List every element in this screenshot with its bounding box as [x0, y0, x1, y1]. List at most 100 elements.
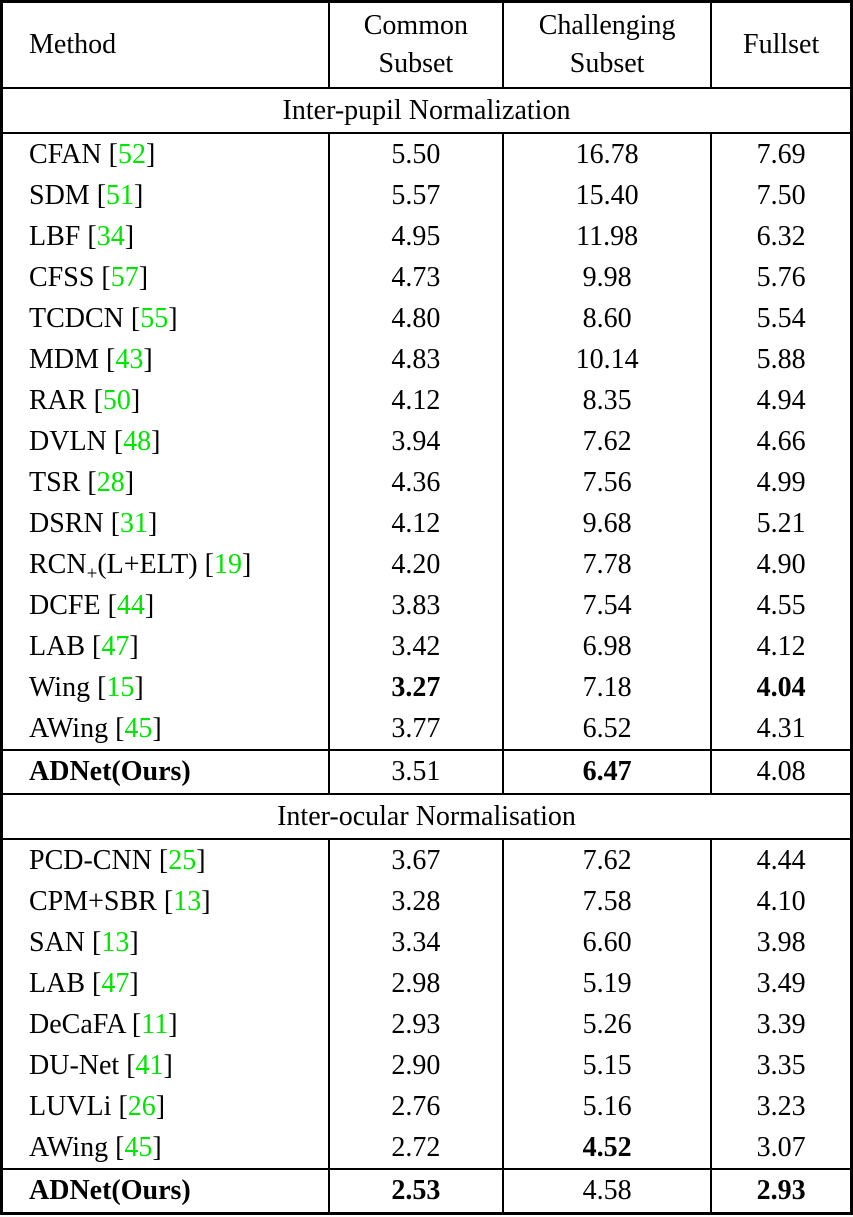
citation-number[interactable]: 28: [96, 466, 125, 498]
common-subset-value: 4.12: [327, 503, 503, 544]
fullset-value: 4.94: [710, 380, 852, 421]
citation-ref[interactable]: [19]: [197, 548, 252, 580]
citation-number[interactable]: 11: [141, 1008, 169, 1040]
method-cell: ADNet(Ours): [1, 749, 329, 795]
citation-ref[interactable]: [31]: [103, 507, 158, 539]
challenging-subset-value: 7.62: [501, 421, 712, 462]
method-cell: MDM [43]: [2, 339, 329, 380]
citation-ref[interactable]: [25]: [151, 844, 206, 876]
method-cell: TCDCN [55]: [2, 298, 329, 339]
method-cell: Wing [15]: [2, 667, 329, 708]
challenging-subset-value: 6.98: [501, 626, 712, 667]
citation-ref[interactable]: [45]: [108, 1131, 162, 1163]
table-row: SDM [51] 5.57 15.40 7.50: [2, 175, 852, 216]
table-header-row: Method Common Subset Challenging Subset …: [1, 1, 852, 89]
citation-ref[interactable]: [47]: [85, 630, 139, 662]
method-name: MDM: [29, 343, 100, 375]
challenging-subset-value: 7.58: [501, 881, 712, 922]
citation-number[interactable]: 44: [116, 589, 145, 621]
citation-ref[interactable]: [50]: [86, 384, 141, 416]
table-row: DU-Net [41] 2.90 5.15 3.35: [2, 1045, 852, 1086]
method-cell: TSR [28]: [2, 462, 329, 503]
section-label: Inter-pupil Normalization: [1, 87, 852, 134]
citation-number[interactable]: 19: [213, 548, 242, 580]
citation-number[interactable]: 55: [140, 302, 169, 334]
citation-number[interactable]: 13: [101, 926, 130, 958]
method-cell: LUVLi [26]: [2, 1086, 329, 1127]
fullset-value: 4.04: [710, 667, 852, 708]
citation-ref[interactable]: [13]: [156, 885, 211, 917]
citation-number[interactable]: 45: [124, 712, 153, 744]
citation-ref[interactable]: [41]: [119, 1049, 173, 1081]
table-row: LAB [47] 2.98 5.19 3.49: [2, 963, 852, 1004]
citation-ref[interactable]: [43]: [99, 343, 153, 375]
fullset-value: 3.49: [710, 963, 852, 1004]
citation-number[interactable]: 52: [117, 138, 146, 170]
common-subset-value: 4.83: [327, 339, 503, 380]
table-row: RAR [50] 4.12 8.35 4.94: [2, 380, 852, 421]
citation-number[interactable]: 48: [123, 425, 152, 457]
citation-number[interactable]: 50: [102, 384, 131, 416]
method-cell: DSRN [31]: [2, 503, 329, 544]
citation-number[interactable]: 51: [106, 179, 135, 211]
common-subset-value: 2.93: [327, 1004, 503, 1045]
method-cell: CFSS [57]: [2, 257, 329, 298]
fullset-value: 5.21: [710, 503, 852, 544]
citation-number[interactable]: 45: [124, 1131, 153, 1163]
citation-ref[interactable]: [28]: [80, 466, 135, 498]
citation-number[interactable]: 43: [115, 343, 144, 375]
citation-number[interactable]: 57: [110, 261, 139, 293]
fullset-value: 4.31: [710, 708, 852, 750]
citation-number[interactable]: 47: [101, 967, 130, 999]
citation-ref[interactable]: [15]: [90, 671, 144, 703]
method-name: DU-Net: [29, 1049, 120, 1081]
citation-ref[interactable]: [13]: [85, 926, 139, 958]
method-cell: ADNet(Ours): [1, 1168, 329, 1215]
citation-number[interactable]: 41: [135, 1049, 164, 1081]
citation-ref[interactable]: [45]: [108, 712, 162, 744]
citation-number[interactable]: 25: [168, 844, 197, 876]
method-name: AWing: [29, 1131, 109, 1163]
citation-ref[interactable]: [44]: [100, 589, 155, 621]
fullset-value: 4.10: [710, 881, 852, 922]
challenging-subset-value: 9.98: [501, 257, 712, 298]
citation-ref[interactable]: [52]: [101, 138, 156, 170]
table-row: CFSS [57] 4.73 9.98 5.76: [2, 257, 852, 298]
citation-ref[interactable]: [57]: [94, 261, 149, 293]
fullset-value: 4.99: [710, 462, 852, 503]
citation-number[interactable]: 31: [120, 507, 149, 539]
method-name: LAB: [29, 630, 85, 662]
method-name: CFAN: [29, 138, 102, 170]
challenging-subset-value: 6.52: [501, 708, 712, 750]
challenging-subset-value: 7.78: [501, 544, 712, 585]
citation-ref[interactable]: [47]: [85, 967, 139, 999]
citation-ref[interactable]: [34]: [80, 220, 135, 252]
challenging-subset-value: 5.16: [501, 1086, 712, 1127]
method-name: TCDCN: [29, 302, 124, 334]
challenging-subset-value: 7.54: [501, 585, 712, 626]
table-row: Wing [15] 3.27 7.18 4.04: [2, 667, 852, 708]
citation-number[interactable]: 47: [101, 630, 130, 662]
citation-ref[interactable]: [51]: [89, 179, 144, 211]
common-subset-value: 2.98: [327, 963, 503, 1004]
citation-ref[interactable]: [26]: [111, 1090, 166, 1122]
fullset-value: 7.69: [710, 133, 852, 175]
challenging-subset-value: 8.60: [501, 298, 712, 339]
common-subset-value: 2.53: [327, 1168, 503, 1215]
citation-number[interactable]: 13: [173, 885, 202, 917]
method-cell: PCD-CNN [25]: [2, 839, 329, 881]
common-subset-value: 3.28: [327, 881, 503, 922]
challenging-subset-value: 6.60: [501, 922, 712, 963]
method-cell: DeCaFA [11]: [2, 1004, 329, 1045]
citation-ref[interactable]: [11]: [124, 1008, 178, 1040]
common-subset-value: 3.51: [327, 749, 503, 795]
citation-number[interactable]: 34: [96, 220, 125, 252]
citation-ref[interactable]: [55]: [123, 302, 178, 334]
section-label: Inter-ocular Normalisation: [1, 793, 852, 840]
citation-number[interactable]: 26: [127, 1090, 156, 1122]
citation-number[interactable]: 15: [106, 671, 135, 703]
table-row: TCDCN [55] 4.80 8.60 5.54: [2, 298, 852, 339]
fullset-value: 7.50: [710, 175, 852, 216]
citation-ref[interactable]: [48]: [106, 425, 161, 457]
